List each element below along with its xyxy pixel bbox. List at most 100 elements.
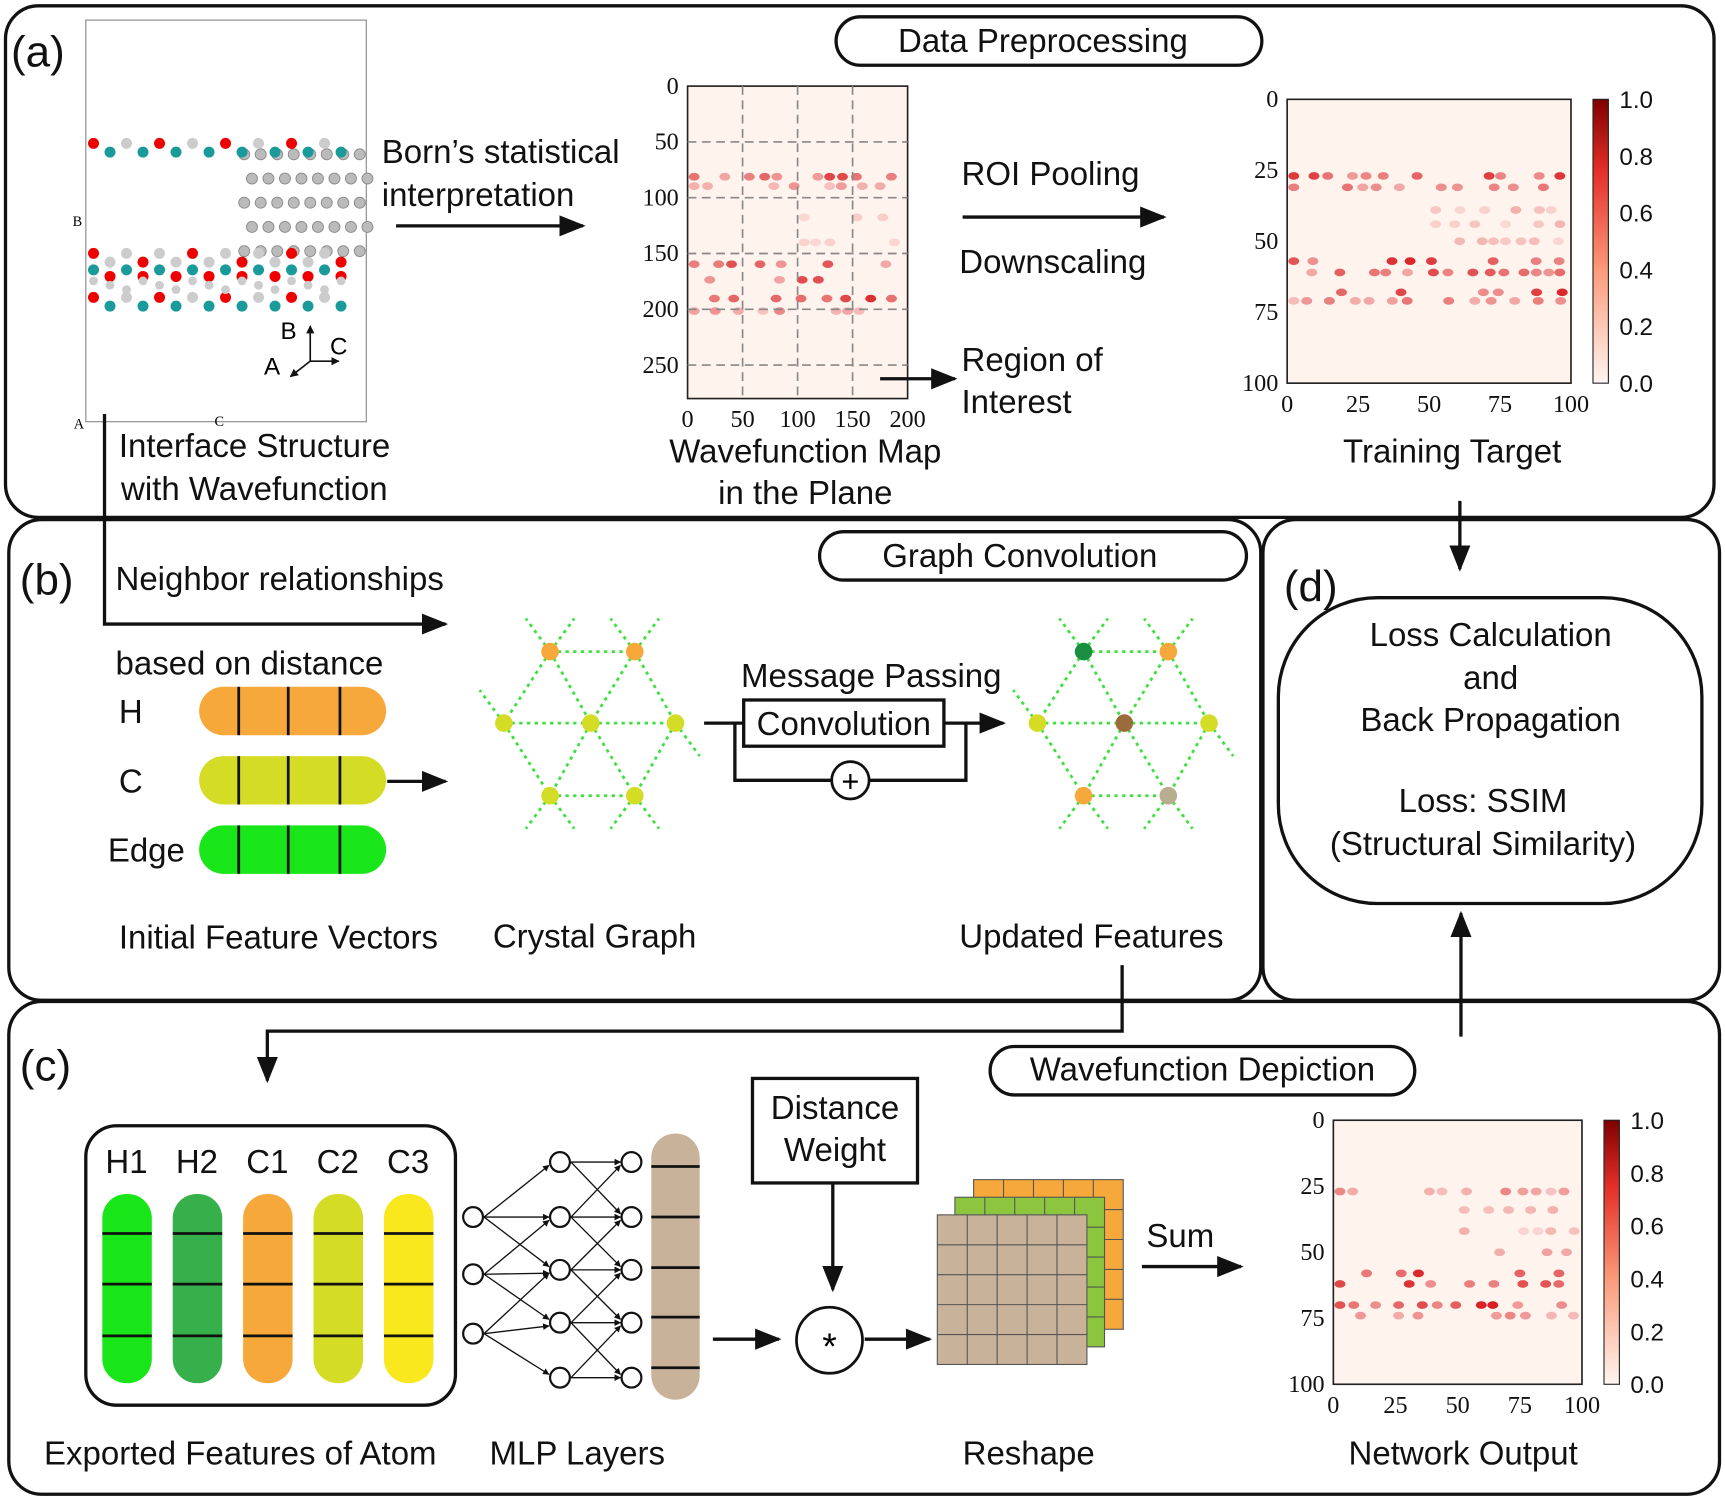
- heatmap-spot: [1335, 288, 1347, 297]
- heatmap-spot: [1475, 1301, 1487, 1309]
- y-tick-label: 75: [1300, 1305, 1324, 1332]
- heatmap-spot: [1484, 268, 1496, 277]
- carbon-atom: [311, 220, 324, 233]
- frame-label-c: C: [215, 414, 225, 430]
- network-output-caption: Network Output: [1349, 1435, 1578, 1472]
- feature-vector-h: H: [119, 686, 387, 736]
- graph-convolution-pill: [817, 530, 1249, 582]
- convolution-label: Convolution: [757, 705, 931, 742]
- region-label-2: Interest: [962, 383, 1072, 420]
- heatmap-spot: [1442, 268, 1454, 277]
- heatmap-spot: [1288, 296, 1300, 305]
- graph-edge: [633, 722, 677, 797]
- heatmap-spot: [1517, 1280, 1529, 1288]
- heatmap-spot: [1348, 1301, 1360, 1309]
- atom: [171, 285, 181, 295]
- atom: [220, 137, 232, 149]
- mlp-connection: [483, 1164, 550, 1218]
- heatmap-spot: [1556, 288, 1568, 297]
- atom: [253, 291, 265, 303]
- heatmap-spot: [1500, 220, 1512, 229]
- x-tick-label: 25: [1383, 1392, 1407, 1419]
- atom: [170, 256, 182, 268]
- feature-row-label: C: [119, 762, 143, 799]
- y-tick-label: 0: [1266, 86, 1278, 113]
- residual-add-node: [830, 760, 871, 801]
- heatmap-spot: [754, 260, 766, 269]
- carbon-atom: [278, 220, 291, 233]
- heatmap-spot: [1533, 172, 1545, 180]
- atom: [187, 137, 199, 149]
- atom: [88, 291, 100, 303]
- colorbar-tick-label: 0.0: [1619, 371, 1653, 398]
- heatmap-spot: [1553, 1280, 1565, 1288]
- heatmap-spot: [1479, 206, 1491, 214]
- heatmap-spot: [1533, 206, 1545, 214]
- carbon-atom: [361, 172, 374, 185]
- panel-label-b: (b): [20, 555, 74, 604]
- feature-row-label: Edge: [108, 832, 185, 869]
- heatmap-spot: [1288, 172, 1300, 180]
- graph-convolution-title: Graph Convolution: [882, 537, 1157, 574]
- loss-line-5: (Structural Similarity): [1330, 825, 1636, 862]
- heatmap-spot: [1519, 1311, 1531, 1320]
- heatmap-spot: [1430, 206, 1442, 214]
- mlp-connection: [483, 1333, 550, 1375]
- heatmap-spot: [771, 172, 783, 181]
- graph-edge: [1036, 650, 1085, 724]
- heatmap-spot: [1515, 237, 1527, 246]
- message-passing-label: Message Passing: [741, 657, 1001, 694]
- atom: [154, 137, 166, 149]
- heatmap-spot: [1567, 1311, 1579, 1320]
- heatmap-spot: [1386, 296, 1398, 305]
- mlp-neuron: [548, 1151, 571, 1174]
- feature-column-h2: H2: [172, 1143, 223, 1384]
- heatmap-spot: [688, 260, 700, 269]
- atom: [170, 270, 182, 282]
- heatmap-spot: [1436, 1187, 1448, 1196]
- heatmap-spot: [1301, 296, 1313, 305]
- heatmap-spot: [1499, 237, 1511, 246]
- heatmap-spot: [1425, 257, 1437, 265]
- y-tick-label: 75: [1254, 299, 1278, 326]
- carbon-atom: [287, 196, 300, 209]
- heatmap-spot: [1477, 288, 1489, 297]
- heatmap-spot: [1322, 172, 1334, 180]
- atom: [269, 270, 281, 282]
- heatmap-spot: [824, 182, 836, 190]
- atom: [303, 280, 313, 290]
- heatmap-spot: [1347, 172, 1359, 180]
- heatmap-spot: [1561, 1248, 1573, 1257]
- axis-label-b: B: [281, 318, 297, 345]
- atom: [286, 247, 298, 259]
- heatmap-spot: [822, 260, 834, 269]
- feature-vector-edge: Edge: [108, 825, 387, 874]
- reshape-grids: [936, 1179, 1124, 1366]
- atom: [104, 256, 116, 268]
- structure-caption-1: Interface Structure: [119, 427, 390, 464]
- heatmap-spot: [1402, 268, 1414, 277]
- atom: [221, 285, 230, 295]
- multiply-node: [795, 1305, 864, 1375]
- graph-edge: [1123, 650, 1170, 724]
- distance-weight-box: [750, 1076, 920, 1185]
- heatmap-spot: [709, 307, 721, 315]
- carbon-atom: [287, 148, 300, 161]
- heatmap-spot: [757, 307, 769, 315]
- atom: [104, 300, 116, 312]
- graph-node: [1028, 714, 1047, 732]
- heatmap-spot: [1487, 257, 1499, 265]
- heatmap-spot: [1512, 1301, 1524, 1309]
- graph-node: [1159, 786, 1178, 805]
- heatmap-spot: [1393, 183, 1405, 192]
- atom: [122, 285, 131, 295]
- heatmap-spot: [877, 213, 889, 222]
- feature-bar: [199, 756, 387, 805]
- born-label-1: Born’s statistical: [382, 133, 620, 170]
- carbon-atom: [353, 148, 366, 161]
- y-tick-label: 200: [642, 296, 678, 323]
- atom: [204, 280, 214, 290]
- y-tick-label: 250: [642, 352, 678, 379]
- axis-label-a: A: [264, 353, 281, 380]
- crystal-graph-caption: Crystal Graph: [493, 918, 697, 955]
